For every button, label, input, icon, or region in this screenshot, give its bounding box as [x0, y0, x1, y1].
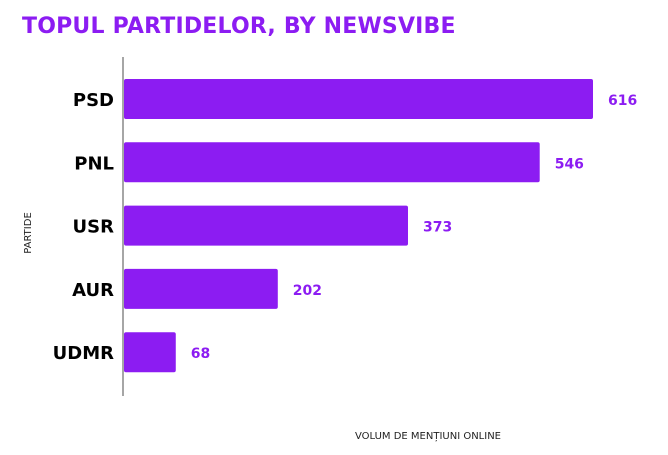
chart-title: TOPUL PARTIDELOR, BY NEWSVIBE	[22, 14, 456, 39]
bar-psd	[124, 79, 593, 119]
value-label-aur: 202	[293, 283, 322, 299]
category-label-udmr: UDMR	[53, 343, 114, 364]
bar-udmr	[124, 332, 176, 373]
category-label-usr: USR	[73, 217, 115, 238]
bar-aur	[124, 268, 278, 309]
bar-pnl	[124, 142, 540, 183]
value-label-udmr: 68	[191, 346, 210, 362]
category-label-psd: PSD	[73, 90, 114, 111]
category-label-pnl: PNL	[74, 153, 114, 174]
y-axis-title: PARTIDE	[23, 212, 34, 254]
value-label-pnl: 546	[555, 156, 584, 172]
bar-usr	[124, 205, 408, 246]
bars-layer: PSD 616 PNL 546 USR 373 AUR 202 UDMR 68	[53, 79, 637, 373]
category-label-aur: AUR	[72, 280, 114, 301]
value-label-psd: 616	[608, 93, 637, 109]
x-axis-title: VOLUM DE MENȚIUNI ONLINE	[355, 431, 501, 442]
value-label-usr: 373	[423, 220, 452, 236]
